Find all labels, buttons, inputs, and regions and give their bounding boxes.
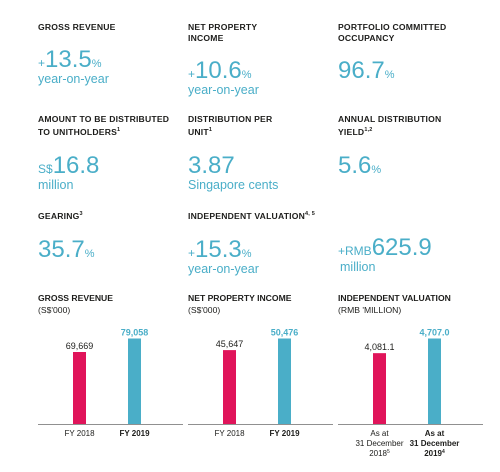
kpi-subtext: year-on-year (188, 262, 259, 276)
kpi-value: 35.7% (38, 236, 95, 263)
chart-unit-independent-valuation: (RMB 'MILLION) (338, 305, 402, 315)
kpi-value: 3.87 (188, 152, 235, 179)
kpi-label: AMOUNT TO BE DISTRIBUTED TO UNITHOLDERS1 (38, 114, 170, 137)
bar-1 (223, 350, 236, 424)
kpi-value: 5.6% (338, 152, 382, 179)
tick-label: FY 2019 (269, 429, 300, 438)
kpi-label: GEARING3 (38, 211, 83, 221)
chart-unit-gross-revenue: (S$'000) (38, 305, 71, 315)
kpi-valuation-rmb: +RMB625.9 million (338, 234, 488, 275)
kpi-portfolio-occupancy: PORTFOLIO COMMITTED OCCUPANCY 96.7% (338, 22, 488, 83)
kpi-distribution-per-unit: DISTRIBUTION PER UNIT1 3.87 Singapore ce… (188, 114, 338, 192)
chart-net-property-income: 45,647 50,476 FY 2018 FY 2019 (188, 328, 333, 438)
kpi-value: +15.3% (188, 236, 252, 263)
data-label: 79,058 (121, 328, 149, 338)
tick-label: FY 2018 (214, 429, 245, 438)
kpi-independent-valuation: INDEPENDENT VALUATION4, 5 +15.3% year-on… (188, 209, 388, 276)
kpi-subtext: year-on-year (188, 83, 259, 97)
chart-title-gross-revenue: GROSS REVENUE (38, 293, 113, 303)
kpi-subtext: Singapore cents (188, 178, 279, 192)
kpi-subtext: million (38, 178, 74, 192)
kpi-label: GROSS REVENUE (38, 22, 116, 32)
chart-unit-net-property-income: (S$'000) (188, 305, 221, 315)
kpi-label: INDEPENDENT VALUATION4, 5 (188, 211, 316, 221)
kpi-label: ANNUAL DISTRIBUTION YIELD1,2 (338, 114, 442, 137)
chart-title-independent-valuation: INDEPENDENT VALUATION (338, 293, 451, 303)
data-label: 4,707.0 (419, 328, 449, 338)
kpi-amount-distributed: AMOUNT TO BE DISTRIBUTED TO UNITHOLDERS1… (38, 114, 188, 192)
bar-2 (278, 338, 291, 424)
kpi-subtext: year-on-year (38, 72, 109, 86)
data-label: 4,081.1 (364, 342, 394, 352)
kpi-label: DISTRIBUTION PER UNIT1 (188, 114, 273, 137)
kpi-value: 96.7% (338, 57, 395, 84)
chart-title-net-property-income: NET PROPERTY INCOME (188, 293, 292, 303)
tick-label: As at 31 December 20194 (410, 429, 460, 458)
kpi-subtext: million (340, 260, 376, 274)
kpi-value: S$16.8 (38, 152, 100, 179)
kpi-label: PORTFOLIO COMMITTED OCCUPANCY (338, 22, 447, 43)
data-label: 69,669 (66, 341, 94, 351)
bar-2 (428, 338, 441, 424)
kpi-gross-revenue: GROSS REVENUE +13.5% year-on-year (38, 22, 188, 86)
bar-2 (128, 338, 141, 424)
kpi-distribution-yield: ANNUAL DISTRIBUTION YIELD1,2 5.6% (338, 114, 488, 178)
bar-1 (73, 352, 86, 424)
chart-gross-revenue: 69,669 79,058 FY 2018 FY 2019 (38, 328, 183, 438)
kpi-label: NET PROPERTY INCOME (188, 22, 258, 43)
bar-1 (373, 353, 386, 424)
tick-label: As at 31 December 20185 (355, 429, 403, 458)
kpi-value: +10.6% (188, 57, 252, 84)
tick-label: FY 2019 (119, 429, 150, 438)
data-label: 45,647 (216, 339, 244, 349)
kpi-net-property-income: NET PROPERTY INCOME +10.6% year-on-year (188, 22, 338, 97)
kpi-value: +RMB625.9 (338, 234, 432, 261)
tick-label: FY 2018 (64, 429, 95, 438)
kpi-gearing: GEARING3 35.7% (38, 209, 188, 262)
data-label: 50,476 (271, 328, 299, 338)
kpi-value: +13.5% (38, 46, 102, 73)
